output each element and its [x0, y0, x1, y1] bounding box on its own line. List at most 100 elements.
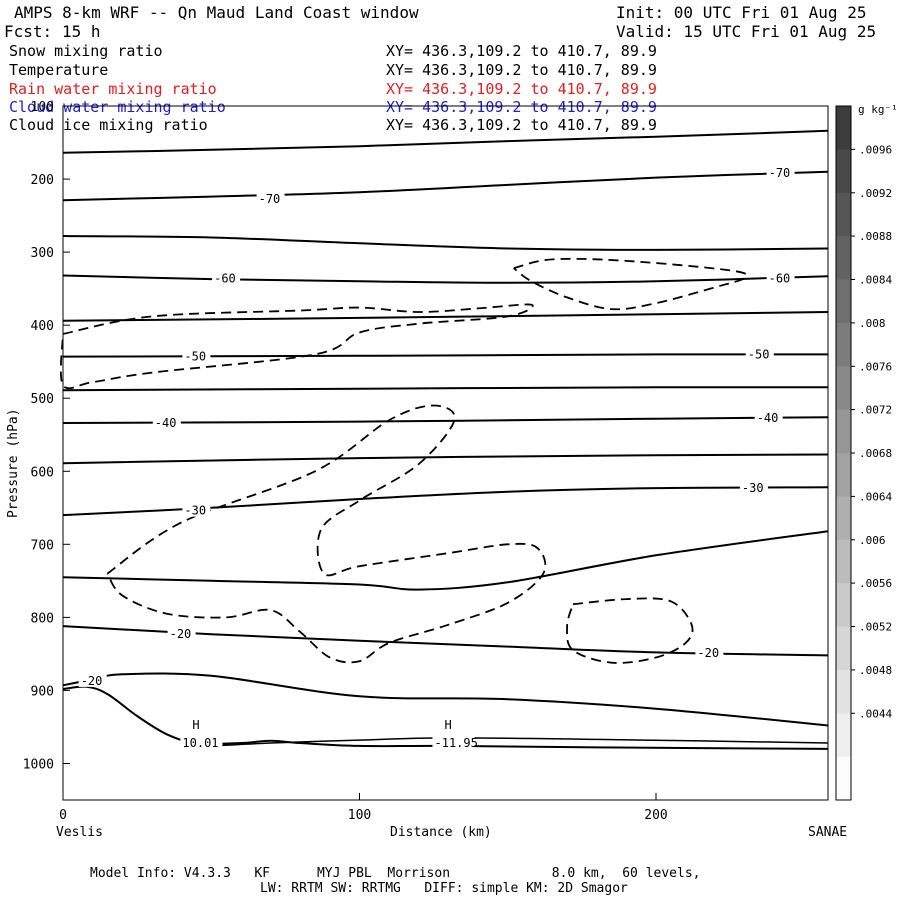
contour-label-bg	[739, 481, 768, 495]
contour-label-bg	[766, 271, 795, 285]
contour-label-bg	[766, 166, 795, 180]
cloud-ice-contour	[513, 257, 748, 311]
colorbar-swatch	[836, 366, 851, 411]
colorbar-label: .0092	[859, 187, 892, 200]
contour-label: -70	[259, 192, 281, 206]
plot-axes: 100 200 300 400 500 600 700 800 900 1000 0 100 200	[23, 100, 829, 823]
contour-label: -60	[214, 271, 236, 285]
colorbar-swatch	[836, 496, 851, 541]
contour-label-bg	[78, 673, 107, 687]
colorbar-label: .0064	[859, 490, 892, 503]
colorbar-swatch	[836, 236, 851, 280]
contour-label-bg	[745, 347, 774, 361]
contour-label-bg	[167, 627, 196, 641]
field-name-temperature: Temperature	[9, 61, 109, 79]
x-axis-label: Distance (km)	[390, 825, 492, 840]
model-info: Model Info: V4.3.3 KF MYJ PBL Morrison 8…	[90, 866, 701, 881]
colorbar-swatch	[836, 106, 851, 150]
valid-time: Valid: 15 UTC Fri 01 Aug 25	[616, 22, 877, 41]
isotherm-line	[62, 453, 829, 465]
cloud-ice-contour	[566, 597, 694, 664]
contour-label: -50	[748, 347, 770, 361]
isotherm-line	[62, 386, 829, 392]
colorbar-swatch	[836, 539, 851, 584]
colorbar-label: .0088	[859, 230, 892, 243]
y-tick-label: 100	[31, 100, 54, 115]
colorbar-label: .0076	[859, 360, 892, 373]
surface-high-value: -11.95	[435, 736, 478, 750]
isotherm-line	[62, 170, 829, 202]
y-tick-label: 900	[31, 684, 54, 699]
colorbar-unit: g kg⁻¹	[858, 103, 898, 116]
field-name-snow: Snow mixing ratio	[9, 42, 163, 60]
contour-label: -20	[81, 674, 103, 688]
contour-label-bg	[754, 410, 783, 424]
colorbar-label: .008	[859, 317, 886, 330]
y-tick-label: 700	[31, 538, 54, 553]
cloud-ice-contour	[106, 404, 547, 664]
contour-label: -20	[170, 627, 192, 641]
contour-label: -40	[757, 411, 779, 425]
y-tick-label: 800	[31, 611, 54, 626]
surface-high-value-bg	[432, 736, 475, 748]
surface-high-marker: H	[445, 718, 452, 732]
isotherm-line	[62, 274, 829, 284]
field-xy-cloud-ice: XY= 436.3,109.2 to 410.7, 89.9	[386, 116, 657, 134]
fcst-label: Fcst:	[4, 22, 53, 41]
chart-title: AMPS 8-km WRF -- Qn Maud Land Coast wind…	[14, 3, 419, 22]
field-name-cloud-water: Cloud water mixing ratio	[9, 98, 226, 116]
colorbar-swatch	[836, 583, 851, 627]
contour-label-bg	[182, 503, 211, 517]
colorbar-swatch	[836, 713, 851, 758]
surface-high-value-bg	[180, 736, 223, 748]
contour-label: -60	[769, 271, 791, 285]
field-xy-rain: XY= 436.3,109.2 to 410.7, 89.9	[386, 80, 657, 98]
contour-label: -70	[769, 166, 791, 180]
isotherm-line	[62, 530, 829, 591]
colorbar-swatch	[836, 279, 851, 324]
colorbar-label: .0048	[859, 664, 892, 677]
contour-label-bg	[695, 646, 724, 660]
y-tick-label: 1000	[23, 758, 54, 773]
init-time: Init: 00 UTC Fri 01 Aug 25	[616, 3, 867, 22]
colorbar-label: .0068	[859, 447, 892, 460]
field-xy-temperature: XY= 436.3,109.2 to 410.7, 89.9	[386, 61, 657, 79]
colorbar-swatch	[836, 626, 851, 671]
x-end-label: SANAE	[808, 825, 848, 840]
contour-labels: -70 -70 -60 -60 -50 -50 -40 -40 -30 -30 -20 -20 -20 H…	[78, 166, 795, 750]
colorbar-label: .006	[859, 534, 886, 547]
y-axis-label: Pressure (hPa)	[6, 408, 21, 518]
cloud-ice-contours	[59, 257, 748, 664]
isotherm-line	[62, 486, 829, 517]
x-tick-label: 100	[348, 808, 371, 823]
contour-label: -30	[742, 481, 764, 495]
x-tick-label: 200	[644, 808, 667, 823]
colorbar-label: .0084	[859, 274, 892, 287]
colorbar-swatch	[836, 669, 851, 714]
field-name-cloud-ice: Cloud ice mixing ratio	[9, 116, 208, 134]
colorbar-swatch	[836, 453, 851, 497]
colorbar-label: .0056	[859, 577, 892, 590]
model-physics: LW: RRTM SW: RRTMG DIFF: simple KM: 2D S…	[260, 881, 628, 896]
cloud-ice-contour	[59, 303, 534, 390]
colorbar-label: .0052	[859, 621, 892, 634]
y-tick-label: 400	[31, 319, 54, 334]
field-xy-cloud-water: XY= 436.3,109.2 to 410.7, 89.9	[386, 98, 657, 116]
field-xy-snow: XY= 436.3,109.2 to 410.7, 89.9	[386, 42, 657, 60]
colorbar-swatch	[836, 409, 851, 454]
surface-high-value: 10.01	[182, 736, 218, 750]
fcst-value: 15 h	[62, 22, 101, 41]
contour-label: -50	[184, 350, 206, 364]
near-surface-isotherm	[196, 737, 829, 748]
colorbar-label: .0044	[859, 707, 892, 720]
contour-label-bg	[182, 349, 211, 363]
colorbar-swatch	[836, 756, 851, 801]
surface-high-marker: H	[192, 718, 199, 732]
terrain-surface-line	[62, 685, 829, 750]
y-tick-label: 200	[31, 173, 54, 188]
colorbar-swatch	[836, 192, 851, 237]
contour-label: -40	[155, 416, 177, 430]
colorbar-swatch	[836, 322, 851, 367]
isotherm-line	[62, 311, 829, 322]
